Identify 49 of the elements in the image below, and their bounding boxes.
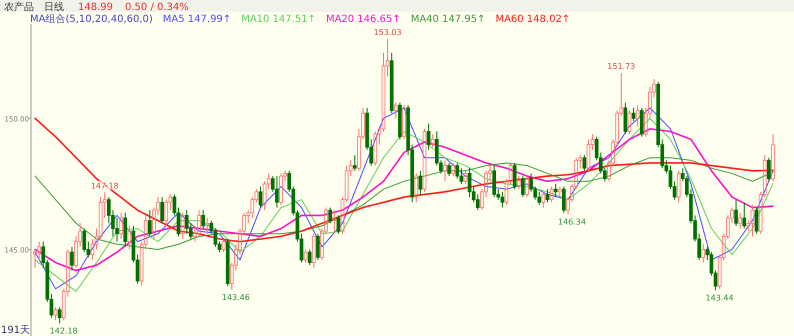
candlestick [750,204,754,237]
candlestick [701,244,706,264]
candlestick [582,154,586,172]
candlestick [275,176,279,208]
candlestick [398,102,402,140]
candlestick [332,210,336,234]
line-series [34,128,774,272]
candlestick [771,134,775,182]
candlestick [767,157,771,182]
candlestick [316,233,320,260]
candlestick [734,199,738,226]
candlestick [558,186,562,198]
candlestick [328,207,332,224]
candlestick [394,102,398,119]
annotation: 143.46 [222,292,250,302]
text: MA5 147.99↑ [162,14,232,25]
candlestick [54,306,58,321]
candlestick [197,210,201,237]
chart-subtitle: 日线 [44,1,64,13]
x-axis-title: 191天 [1,325,30,336]
candlestick [160,196,164,224]
candlestick [58,306,62,324]
annotation: 151.73 [607,62,636,72]
candlestick [90,238,94,260]
candlestick [164,199,168,226]
chart-title: 农产品 [4,1,34,13]
candlestick [352,154,357,172]
candlestick [562,186,566,214]
candlestick [115,218,119,242]
candlestick [546,188,550,203]
candlestick [426,123,430,150]
text: 148.99 [78,2,113,13]
candlestick [468,168,472,198]
candlestick [312,233,316,268]
annotation: 146.34 [558,217,586,226]
text: MA20 146.65↑ [326,14,401,25]
legend-title: MA组合(5,10,20,40,60,0) [30,13,153,25]
annotation: 153.03 [374,28,402,37]
candlestick [460,168,464,184]
candlestick [37,241,41,260]
text: 0.50 / 0.34% [125,2,189,13]
text: MA60 148.02↑ [495,14,570,25]
annotation: 142.18 [50,326,78,336]
annotation: 143.44 [706,293,734,302]
text: MA40 147.95↑ [410,14,486,25]
candlestick [148,210,152,237]
candlestick [550,186,554,203]
candlestick [205,218,210,234]
text: MA10 147.51↑ [241,14,316,25]
